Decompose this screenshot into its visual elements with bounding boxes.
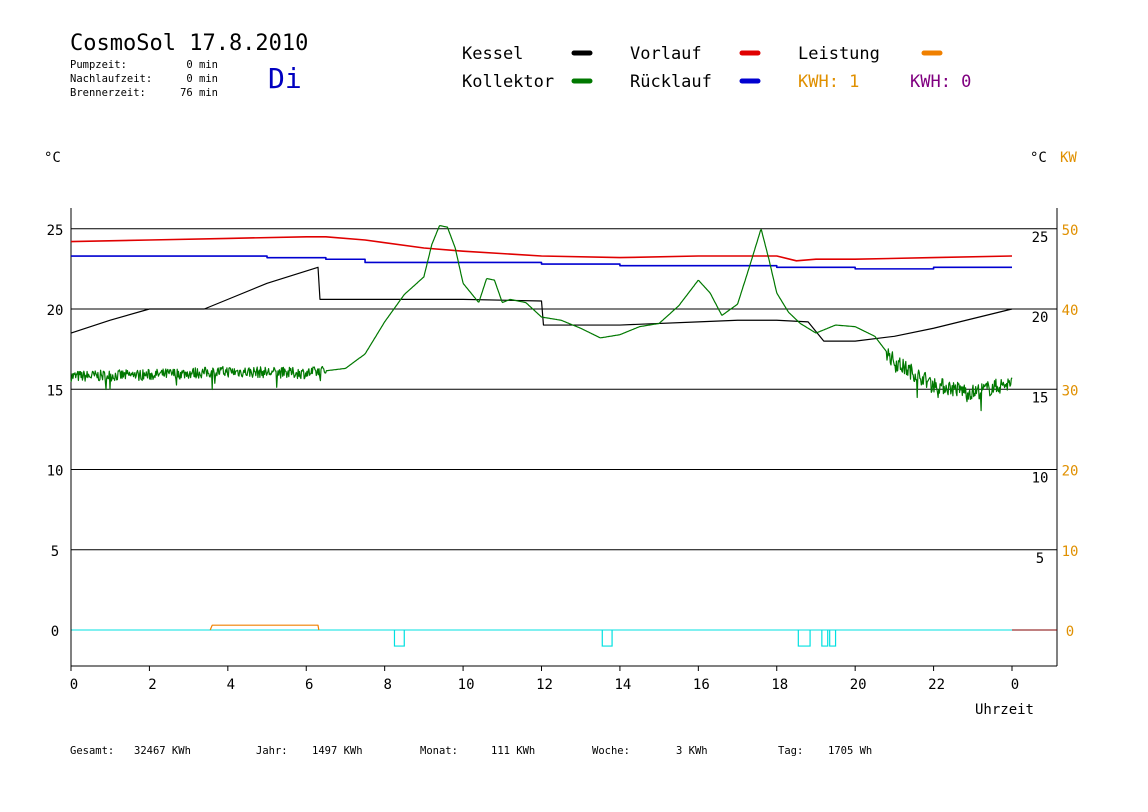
y-tick-label-left: 10 [47, 464, 64, 480]
x-tick-label: 22 [928, 677, 945, 693]
y-tick-label-right-temp: 15 [1032, 390, 1049, 406]
y-tick-label-right-power: 10 [1062, 544, 1079, 560]
series-line-kessel [70, 266, 1013, 342]
stat-label-brennerzeit: Brennerzeit: [70, 87, 146, 99]
series-lines [70, 225, 1013, 647]
stat-value-brennerzeit: 76 min [180, 87, 218, 99]
stat-label-pumpzeit: Pumpzeit: [70, 59, 127, 71]
y-tick-label-right-power: 50 [1062, 223, 1079, 239]
stat-value-pumpzeit: 0 min [186, 59, 218, 71]
y-axis-left-unit: °C [44, 150, 61, 166]
total-value-gesamt: 32467 KWh [134, 745, 191, 757]
y-tick-label-left: 0 [51, 624, 59, 640]
y-tick-label-left: 25 [47, 223, 64, 239]
stat-value-nachlaufzeit: 0 min [186, 73, 218, 85]
y-tick-label-right-temp: 20 [1032, 310, 1049, 326]
series-line-ruecklauf [71, 255, 1012, 270]
total-value-woche: 3 KWh [676, 745, 708, 757]
x-tick-label: 18 [771, 677, 788, 693]
x-tick-label: 20 [850, 677, 867, 693]
tick-labels: 0 2 4 6 8 10 12 14 16 18 20 22 025201510502520151055… [47, 223, 1079, 693]
legend-label-ruecklauf: Rücklauf [630, 72, 712, 92]
legend-label-leistung: Leistung [798, 44, 880, 64]
x-tick-label: 10 [458, 677, 475, 693]
total-value-monat: 111 KWh [491, 745, 535, 757]
axes [70, 208, 1058, 671]
x-tick-label: 2 [148, 677, 156, 693]
pump-pulse [393, 630, 405, 647]
legend-label-vorlauf: Vorlauf [630, 44, 702, 64]
total-label-gesamt: Gesamt: [70, 745, 114, 757]
series-line-vorlauf [70, 236, 1013, 262]
y-axis-right-unit-temp: °C [1030, 150, 1047, 166]
pump-pulse [797, 630, 811, 647]
y-tick-label-left: 5 [51, 544, 59, 560]
total-label-tag: Tag: [778, 745, 803, 757]
legend-kwh-1: KWH: 1 [798, 72, 859, 92]
legend-label-kollektor: Kollektor [462, 72, 554, 92]
stat-label-nachlaufzeit: Nachlaufzeit: [70, 73, 152, 85]
pump-pulse [829, 630, 837, 647]
y-tick-label-right-power: 40 [1062, 303, 1079, 319]
x-tick-label: 0 [1011, 677, 1019, 693]
total-value-jahr: 1497 KWh [312, 745, 363, 757]
x-tick-label: 16 [693, 677, 710, 693]
total-label-woche: Woche: [592, 745, 630, 757]
y-tick-label-right-power: 0 [1066, 624, 1074, 640]
series-line-leistung [209, 624, 320, 631]
stats-block: Pumpzeit: 0 min Nachlaufzeit: 0 min Bren… [70, 59, 218, 99]
y-tick-label-right-temp: 5 [1036, 551, 1044, 567]
gridlines [71, 228, 1057, 631]
x-tick-label: 12 [536, 677, 553, 693]
total-value-tag: 1705 Wh [828, 745, 872, 757]
x-tick-label: 4 [227, 677, 235, 693]
y-tick-label-left: 15 [47, 383, 64, 399]
y-tick-label-right-power: 30 [1062, 383, 1079, 399]
y-tick-label-right-power: 20 [1062, 464, 1079, 480]
x-tick-label: 14 [614, 677, 631, 693]
series-line-kollektor [70, 225, 1013, 412]
total-label-monat: Monat: [420, 745, 458, 757]
y-axis-right-unit-power: KW [1060, 150, 1077, 166]
x-axis-label: Uhrzeit [975, 702, 1034, 718]
y-tick-label-right-temp: 10 [1032, 471, 1049, 487]
legend-label-kessel: Kessel [462, 44, 523, 64]
x-tick-label: 6 [305, 677, 313, 693]
chart-title: CosmoSol 17.8.2010 [70, 31, 308, 56]
legend: Kessel Kollektor Vorlauf Rücklauf Leistu… [462, 44, 971, 92]
y-tick-label-left: 20 [47, 303, 64, 319]
x-tick-label: 8 [383, 677, 391, 693]
total-label-jahr: Jahr: [256, 745, 288, 757]
footer-totals: Gesamt: 32467 KWh Jahr: 1497 KWh Monat: … [70, 745, 872, 757]
legend-kwh-0: KWH: 0 [910, 72, 971, 92]
pump-pulse [821, 630, 829, 647]
x-tick-label: 0 [70, 677, 78, 693]
pump-pulse [601, 630, 613, 647]
y-tick-label-right-temp: 25 [1032, 230, 1049, 246]
weekday-label: Di [268, 62, 302, 95]
